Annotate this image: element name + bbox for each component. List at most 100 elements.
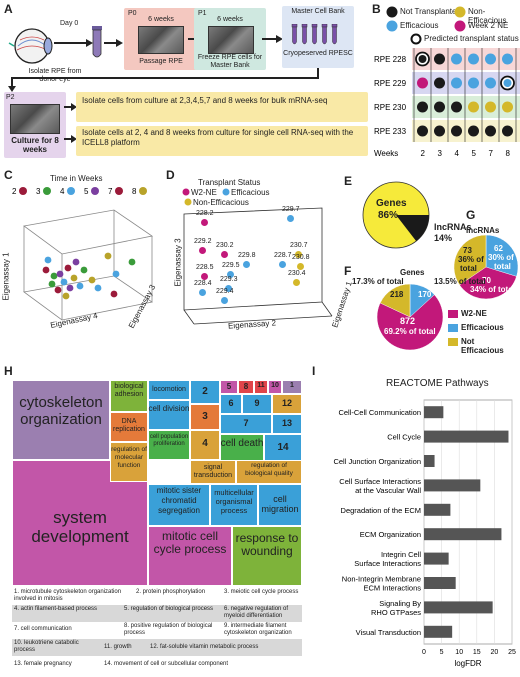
transplant-status-grid: RPE 228 RPE 229 RPE 230 RPE 233 Weeks 2 3 4 5 7 8	[374, 48, 520, 158]
category-label: Surface Interactions	[354, 559, 421, 568]
legend-3: 3. meiotic cell cycle process	[224, 589, 299, 595]
p0-label: P0	[128, 10, 137, 17]
panel-e-letter: E	[344, 174, 353, 188]
legend-12: 12. fat-soluble vitamin metabolic proces…	[150, 644, 259, 650]
pca-point	[220, 296, 228, 304]
pca-point	[286, 214, 294, 222]
tm-8	[238, 380, 254, 394]
p2-caption: Culture for 8 weeks	[11, 136, 59, 154]
legend-predicted: Predicted transplant status	[424, 34, 519, 43]
category-label: ECM Organization	[360, 530, 421, 539]
panel-f-legend-noneff-1: Not	[461, 337, 475, 346]
chart-bar	[424, 455, 435, 467]
step1-box	[76, 92, 368, 122]
tm-cell-pop-label: cell population proliferation	[149, 434, 189, 447]
panel-c-title: Time in Weeks	[50, 174, 103, 183]
panel-g-letter: G	[466, 208, 476, 222]
tm-multicellular	[210, 484, 258, 526]
tube-icon	[92, 26, 102, 58]
x-tick-label: 10	[455, 649, 463, 656]
tm-locomotion	[148, 380, 190, 400]
pca-point-label: 228.5	[196, 264, 214, 271]
pca-point	[224, 284, 232, 292]
tm-cell-death	[220, 434, 264, 462]
category-label: Non-Integrin Membrane	[342, 575, 421, 584]
panel-d-axis3: Eigenassay 3	[173, 238, 183, 287]
tm-locomotion-label: locomotion	[152, 386, 186, 393]
arrow-icon	[104, 39, 123, 47]
pca-point-label: 228.2	[196, 210, 214, 217]
category-label: RHO GTPases	[371, 608, 421, 617]
pie-g-yellow-pct-1: 36% of	[458, 255, 484, 264]
category-label: Cell Surface Interactions	[339, 477, 421, 486]
pie-f-left-pct: 17.3% of total	[352, 277, 404, 286]
legend-magenta-dot	[454, 20, 466, 32]
tm-bio-adhesion	[110, 380, 148, 412]
genes-pie	[376, 283, 444, 351]
chart-bar	[424, 430, 509, 443]
time-legend-label: 7	[108, 187, 113, 196]
panel-d-points: 228.2 229.7 229.2 230.2 230.7 228.7 229.8 230.8…	[172, 206, 342, 334]
tm-12-label: 12	[281, 398, 292, 408]
category-label: Cell Junction Organization	[333, 457, 421, 466]
grid-status-dot	[451, 101, 462, 113]
pca-point-label: 229.2	[194, 238, 212, 245]
lncrnas-pie	[453, 234, 519, 300]
chart-bar	[424, 503, 451, 516]
legend-yellow-dot	[454, 6, 466, 18]
legend-black-dot	[386, 6, 398, 18]
legend-row-bg	[12, 622, 302, 639]
x-tick-label: 25	[508, 649, 516, 656]
chart-bar	[424, 552, 449, 565]
tm-signal	[190, 460, 236, 484]
grid-status-dot	[468, 101, 479, 113]
grid-status-dot	[468, 125, 479, 137]
p1-caption: Freeze RPE cells for Master Bank	[197, 54, 263, 69]
tm-13-label: 13	[281, 418, 292, 428]
pie-g-yellow-val: 73	[463, 246, 472, 255]
p1-micrograph	[208, 26, 254, 54]
category-label: ECM Interactions	[363, 584, 421, 593]
time-legend-dot	[139, 187, 147, 195]
grid-status-dot	[485, 77, 496, 89]
tm-3	[190, 404, 220, 430]
tm-11	[254, 380, 268, 394]
pca-3d-transplant-plot	[183, 207, 333, 325]
grid-status-dot	[451, 125, 462, 137]
category-label: Integrin Cell	[381, 550, 421, 559]
tm-mitotic-sister	[148, 484, 210, 526]
tm-mitotic-cc	[148, 526, 232, 586]
grid-status-dot	[502, 125, 513, 137]
time-legend-dot	[115, 187, 123, 195]
category-label: Cell-Cell Communication	[338, 408, 421, 417]
category-label: Signaling By	[379, 599, 421, 608]
pie-g-blue-val: 62	[494, 244, 503, 253]
grid-row-bg	[412, 72, 520, 94]
tm-cell-pop	[148, 430, 190, 460]
panel-f-title: Genes	[400, 268, 425, 277]
step2-box	[76, 126, 368, 156]
legend-8: 8. positive regulation of biological pro…	[124, 623, 213, 636]
tm-cell-div	[148, 400, 190, 430]
pca-point	[200, 272, 208, 280]
pca-point-label: 230.8	[292, 254, 310, 261]
time-legend-dot	[67, 187, 75, 195]
chart-bar	[424, 601, 493, 614]
grid-status-dot	[434, 77, 445, 89]
pca-point-label: 229.4	[216, 288, 234, 295]
legend-row-bg	[12, 639, 302, 656]
week-tick: 8	[506, 149, 511, 158]
legend-10: 10. leukotriene catabolic process	[14, 640, 79, 653]
panel-d-legend-eff: Efficacious	[231, 188, 270, 197]
pie-e-genes-pct: 86%	[378, 210, 399, 221]
legend-blue-dot	[386, 20, 398, 32]
grid-status-dot	[418, 55, 427, 63]
grid-status-dot	[503, 79, 512, 87]
pca-point-label: 229.3	[220, 276, 238, 283]
panel-i-letter: I	[312, 364, 316, 378]
grid-row-bg	[412, 96, 520, 118]
tm-10-label: 10	[271, 382, 279, 389]
pca-point	[220, 250, 228, 258]
efficacious-dot	[222, 188, 230, 196]
legend-w2ne-swatch	[448, 310, 458, 318]
